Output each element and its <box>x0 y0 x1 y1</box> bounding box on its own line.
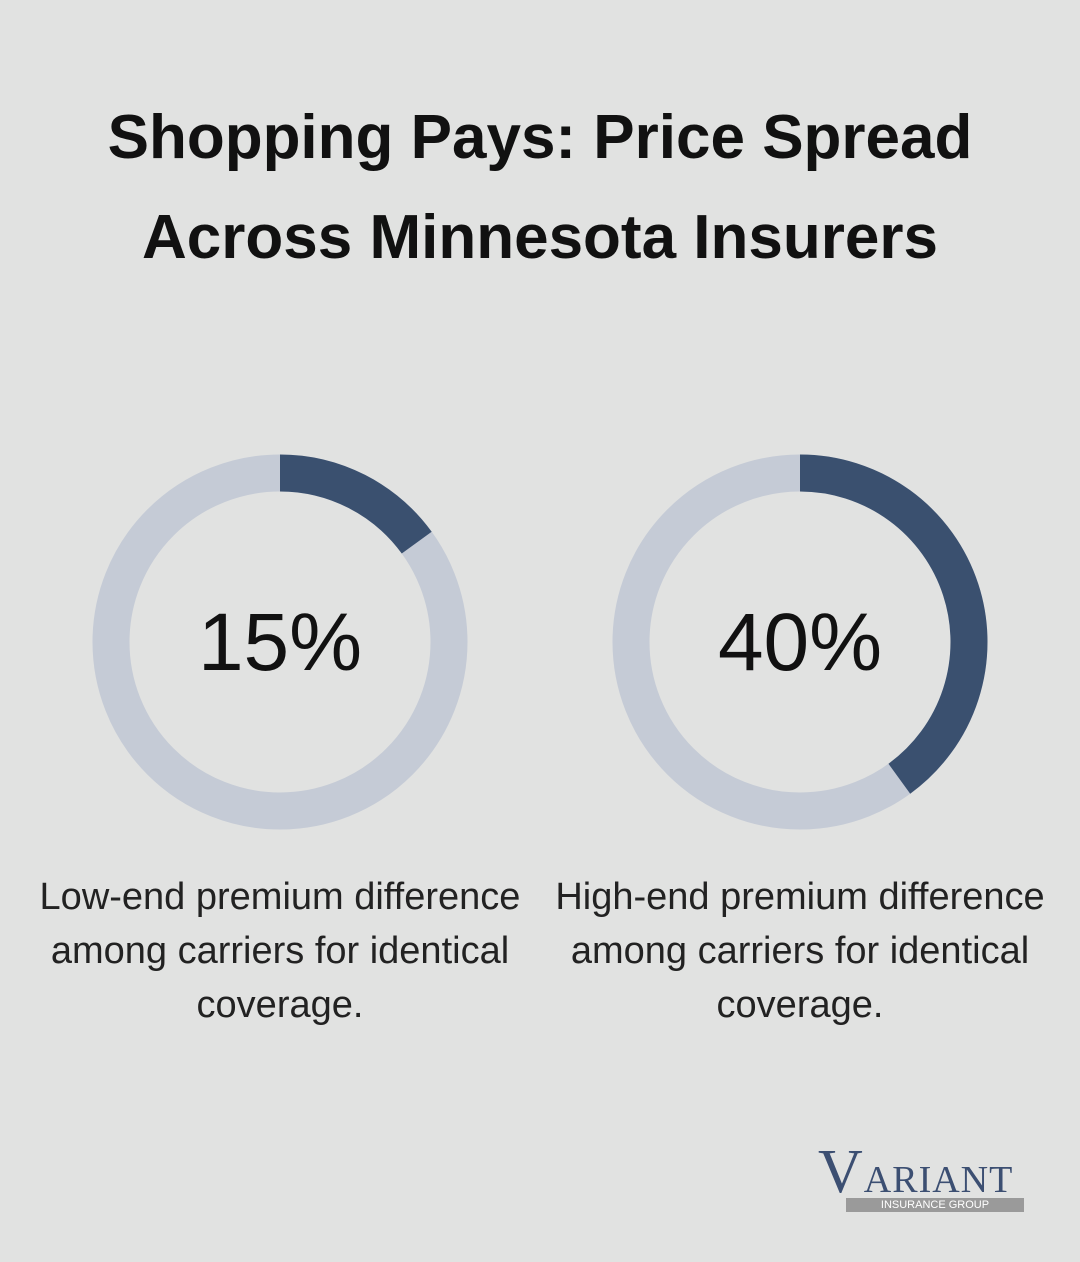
value-label: 40% <box>718 597 882 688</box>
logo-name: VARIANT <box>818 1138 1014 1206</box>
logo-subtitle: INSURANCE GROUP <box>846 1198 1024 1212</box>
caption: Low-end premium difference among carrier… <box>39 876 521 1026</box>
donut-arc <box>279 454 432 554</box>
logo: VARIANT INSURANCE GROUP <box>818 1138 1028 1212</box>
caption: High-end premium difference among carrie… <box>555 876 1045 1026</box>
value-label: 15% <box>198 597 362 688</box>
donut-arc <box>799 454 988 794</box>
title: Shopping Pays: Price Spread Across Minne… <box>107 103 973 272</box>
